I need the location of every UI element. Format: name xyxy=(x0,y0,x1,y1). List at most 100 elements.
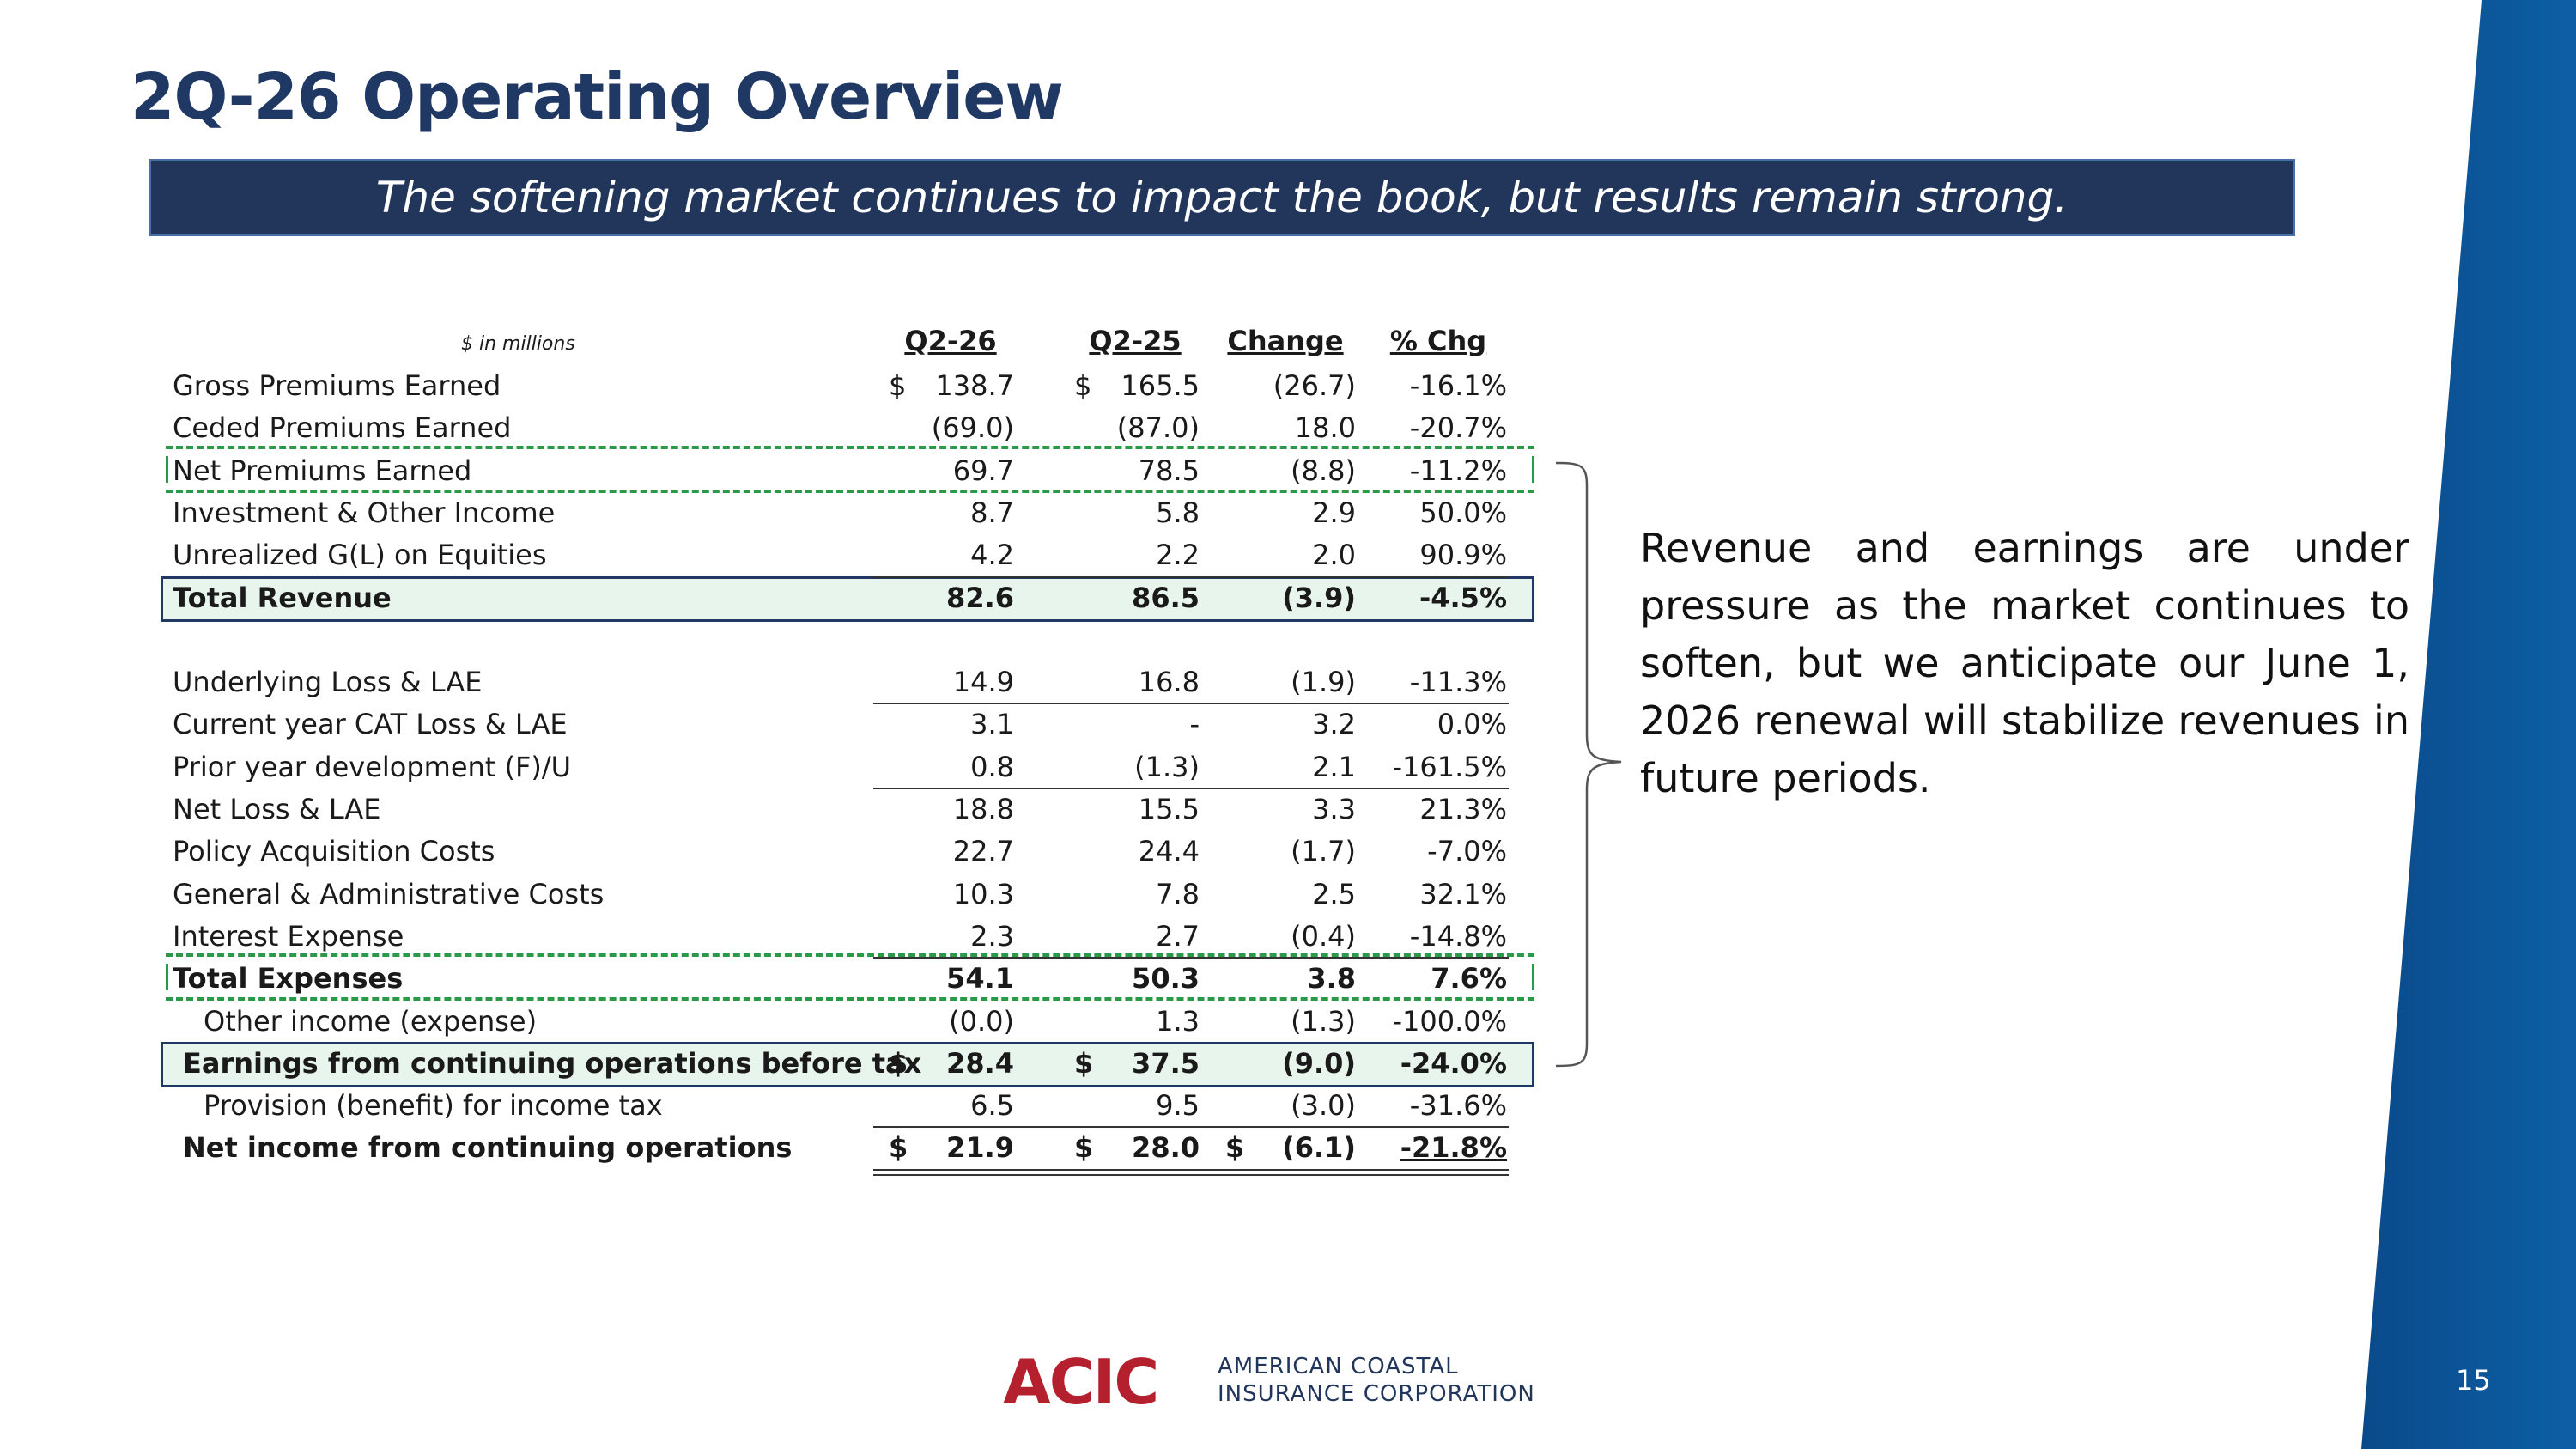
net-premiums-dashed-box xyxy=(166,445,1534,493)
value-q2-26: 0.8 xyxy=(970,750,1014,783)
units-label: $ in millions xyxy=(461,333,575,355)
rule-line xyxy=(873,788,1509,789)
row-label: Other income (expense) xyxy=(204,1004,538,1038)
value-q2-26: 69.7 xyxy=(952,454,1014,487)
value-q2-25: 28.0 xyxy=(1132,1131,1200,1165)
value-q2-25: 86.5 xyxy=(1132,581,1200,614)
value-q2-26: 138.7 xyxy=(935,369,1014,402)
row-label: Earnings from continuing operations befo… xyxy=(183,1046,922,1080)
page-title: 2Q-26 Operating Overview xyxy=(131,60,1064,134)
value-q2-25: 7.8 xyxy=(1156,877,1200,910)
value-pct: -7.0% xyxy=(1427,835,1507,868)
financial-table: $ in millions Q2-26 Q2-25 Change % Chg Gross … xyxy=(161,318,1534,1177)
value-change: (1.9) xyxy=(1291,666,1356,699)
column-header: % Chg xyxy=(1389,325,1487,357)
row-label: Current year CAT Loss & LAE xyxy=(173,708,568,741)
value-pct: -161.5% xyxy=(1392,750,1507,783)
row-label: Net Loss & LAE xyxy=(173,793,381,825)
value-q2-25: 16.8 xyxy=(1138,666,1200,699)
value-change: (0.4) xyxy=(1291,919,1356,953)
value-q2-26: 54.1 xyxy=(946,962,1014,995)
value-q2-25: 1.3 xyxy=(1156,1004,1200,1038)
logo-wordmark: ACIC xyxy=(1003,1350,1157,1410)
value-pct: -31.6% xyxy=(1409,1089,1507,1123)
value-q2-25: 9.5 xyxy=(1156,1089,1200,1123)
row-label: Provision (benefit) for income tax xyxy=(204,1089,663,1123)
double-rule-line xyxy=(873,1168,1509,1176)
value-change: (1.7) xyxy=(1291,835,1356,868)
value-pct: -4.5% xyxy=(1419,581,1507,614)
total-revenue-highlight xyxy=(161,575,1534,622)
currency-symbol: $ xyxy=(889,1131,908,1165)
value-q2-26: (0.0) xyxy=(949,1004,1014,1038)
value-pct: -100.0% xyxy=(1392,1004,1507,1038)
value-change: (3.9) xyxy=(1282,581,1356,614)
right-brace-icon xyxy=(1555,461,1622,1068)
value-q2-26: 6.5 xyxy=(970,1089,1014,1123)
rule-line xyxy=(873,575,1509,578)
value-q2-25: 165.5 xyxy=(1121,369,1200,402)
column-header: Q2-26 xyxy=(904,325,997,357)
value-q2-25: 37.5 xyxy=(1132,1046,1200,1080)
value-pct: 0.0% xyxy=(1437,708,1507,741)
value-q2-25: 5.8 xyxy=(1156,496,1200,529)
value-q2-25: (1.3) xyxy=(1134,750,1200,783)
value-change: (8.8) xyxy=(1291,454,1356,487)
currency-symbol: $ xyxy=(889,369,907,402)
value-q2-26: 82.6 xyxy=(946,581,1014,614)
company-logo: ACIC AMERICAN COASTAL INSURANCE CORPORAT… xyxy=(1003,1350,1535,1410)
value-pct: -14.8% xyxy=(1409,919,1507,953)
page-number: 15 xyxy=(2456,1364,2491,1397)
rule-line xyxy=(873,703,1509,705)
currency-symbol: $ xyxy=(1074,1046,1094,1080)
value-change: 3.2 xyxy=(1312,708,1356,741)
row-label: Unrealized G(L) on Equities xyxy=(173,539,547,572)
value-change: (9.0) xyxy=(1282,1046,1356,1080)
value-pct: 90.9% xyxy=(1419,539,1507,572)
value-q2-26: 18.8 xyxy=(952,793,1014,825)
value-pct: -11.2% xyxy=(1409,454,1507,487)
total-expenses-dashed-box xyxy=(166,953,1534,1002)
decorative-side-stripe xyxy=(2361,0,2576,1449)
row-label: Total Revenue xyxy=(173,581,392,614)
value-q2-26: (69.0) xyxy=(931,411,1014,445)
value-q2-25: 24.4 xyxy=(1138,835,1200,868)
rule-line xyxy=(873,1126,1509,1129)
value-change: 2.0 xyxy=(1312,539,1356,572)
value-q2-26: 28.4 xyxy=(946,1046,1014,1080)
row-label: Ceded Premiums Earned xyxy=(173,411,512,445)
value-pct: -21.8% xyxy=(1400,1131,1507,1165)
value-change: 2.9 xyxy=(1312,496,1356,529)
value-change: 3.8 xyxy=(1307,962,1356,995)
value-q2-26: 3.1 xyxy=(970,708,1014,741)
column-header: Change xyxy=(1227,325,1344,357)
commentary-text: Revenue and earnings are under pressure … xyxy=(1640,525,2409,801)
row-label: Underlying Loss & LAE xyxy=(173,666,483,699)
currency-symbol: $ xyxy=(889,1046,908,1080)
currency-symbol: $ xyxy=(1074,369,1092,402)
subtitle-text: The softening market continues to impact… xyxy=(375,173,2069,222)
value-q2-25: 50.3 xyxy=(1132,962,1200,995)
value-pct: -24.0% xyxy=(1400,1046,1507,1080)
value-pct: 50.0% xyxy=(1419,496,1507,529)
row-label: Total Expenses xyxy=(173,962,404,995)
value-q2-26: 22.7 xyxy=(952,835,1014,868)
column-header: Q2-25 xyxy=(1089,325,1182,357)
company-name-line1: AMERICAN COASTAL xyxy=(1218,1354,1459,1379)
row-label: Investment & Other Income xyxy=(173,496,556,529)
value-change: 2.5 xyxy=(1312,877,1356,910)
pretax-earnings-highlight xyxy=(161,1041,1534,1088)
value-change: 3.3 xyxy=(1312,793,1356,825)
value-q2-25: 2.7 xyxy=(1156,919,1200,953)
value-pct: -11.3% xyxy=(1409,666,1507,699)
value-q2-26: 14.9 xyxy=(952,666,1014,699)
row-label: Prior year development (F)/U xyxy=(173,750,572,783)
value-q2-26: 21.9 xyxy=(946,1131,1014,1165)
value-q2-25: 78.5 xyxy=(1138,454,1200,487)
row-label: Net Premiums Earned xyxy=(173,454,472,487)
rule-line xyxy=(873,957,1509,959)
value-q2-26: 4.2 xyxy=(970,539,1014,572)
row-label: Net income from continuing operations xyxy=(183,1131,793,1165)
value-pct: -16.1% xyxy=(1409,369,1507,402)
value-change: 2.1 xyxy=(1312,750,1356,783)
